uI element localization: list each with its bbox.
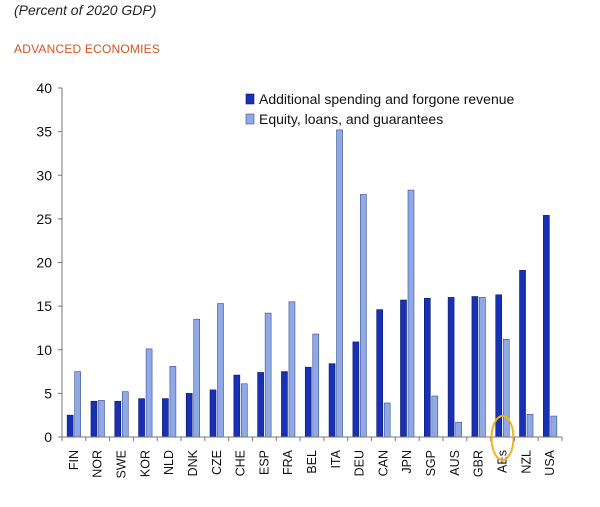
x-tick-label-nzl: NZL (519, 450, 533, 474)
y-tick-label: 25 (36, 211, 52, 227)
bar-cze-equity (217, 303, 224, 438)
x-tick-label-fra: FRA (281, 449, 295, 475)
bar-aus-equity (455, 421, 462, 438)
x-tick-label-cze: CZE (210, 450, 224, 475)
bar-swe-spending (114, 400, 122, 438)
bar-nld-equity (169, 366, 177, 438)
x-tick-label-nld: NLD (162, 450, 176, 475)
x-tick-label-usa: USA (543, 449, 557, 475)
legend-label-spending: Additional spending and forgone revenue (259, 91, 515, 107)
bar-jpn-equity (407, 189, 415, 438)
y-tick-label: 5 (44, 385, 52, 401)
bar-dnk-equity (193, 318, 201, 438)
bar-che-equity (241, 383, 248, 438)
bar-gbr-equity (479, 297, 486, 438)
x-tick-label-deu: DEU (353, 450, 367, 476)
bar-deu-equity (360, 194, 367, 438)
bar-fin-equity (74, 371, 81, 438)
bar-bel-spending (304, 366, 312, 438)
bar-nld-spending (162, 398, 169, 438)
y-tick-label: 15 (36, 298, 52, 314)
bar-fin-spending (66, 414, 74, 438)
x-tick-label-kor: KOR (138, 450, 152, 477)
bar-fra-spending (281, 371, 288, 438)
bar-usa-spending (543, 215, 550, 438)
bar-can-spending (376, 309, 383, 438)
y-tick-label: 40 (36, 80, 52, 96)
bar-usa-equity (550, 415, 558, 438)
bar-nor-equity (98, 400, 105, 438)
bar-esp-spending (257, 372, 264, 438)
x-tick-label-bel: BEL (305, 450, 319, 474)
x-tick-label-can: CAN (376, 450, 390, 476)
y-axis-ticks: 0 5 10 15 20 25 30 35 40 (36, 80, 62, 445)
x-tick-label-swe: SWE (115, 450, 129, 478)
legend-swatch-spending (245, 93, 255, 105)
y-tick-label: 10 (36, 342, 52, 358)
x-axis-ticks: FIN NOR SWE KOR NLD DNK CZE CHE ESP FRA BEL ITA DEU C… (61, 415, 563, 478)
bar-sgp-spending (423, 297, 431, 438)
bar-che-spending (233, 374, 241, 438)
bar-nor-spending (90, 400, 98, 438)
bar-kor-equity (145, 348, 153, 438)
bar-deu-spending (352, 341, 360, 438)
x-tick-label-esp: ESP (257, 450, 271, 475)
bar-sgp-equity (431, 395, 439, 438)
x-tick-label-dnk: DNK (186, 449, 200, 476)
bar-fra-equity (288, 301, 296, 438)
legend-label-equity: Equity, loans, and guarantees (259, 111, 443, 127)
bar-nzl-equity (526, 414, 534, 438)
bar-kor-spending (138, 398, 145, 438)
x-tick-label-sgp: SGP (424, 450, 438, 476)
x-tick-label-aes: AEs (495, 450, 509, 473)
bar-esp-equity (264, 312, 272, 438)
bar-can-equity (383, 402, 391, 438)
x-tick-label-aus: AUS (448, 450, 462, 476)
bar-ita-equity (336, 129, 343, 438)
bar-dnk-spending (185, 393, 193, 438)
bar-cze-spending (209, 389, 217, 438)
highlight-circle (490, 415, 515, 461)
bar-nzl-spending (519, 270, 526, 438)
chart-legend: Additional spending and forgone revenue … (245, 91, 515, 127)
y-tick-label: 35 (36, 124, 52, 140)
chart-subtitle: (Percent of 2020 GDP) (14, 2, 157, 18)
bar-aes-equity (502, 338, 510, 438)
bar-aus-spending (447, 297, 455, 438)
bar-bel-equity (312, 333, 320, 438)
x-tick-label-fin: FIN (67, 450, 81, 470)
x-tick-label-ita: ITA (329, 449, 343, 468)
x-tick-label-che: CHE (234, 450, 248, 476)
bar-jpn-spending (400, 299, 407, 438)
bar-gbr-spending (471, 296, 479, 438)
y-tick-label: 30 (36, 167, 52, 183)
legend-swatch-equity (245, 113, 255, 125)
x-tick-label-nor: NOR (91, 450, 105, 478)
section-label: ADVANCED ECONOMIES (14, 42, 161, 56)
x-tick-label-gbr: GBR (472, 450, 486, 477)
x-tick-label-jpn: JPN (400, 450, 414, 474)
chart-bars (66, 129, 558, 438)
bar-swe-equity (121, 391, 129, 438)
y-tick-label: 20 (36, 255, 52, 271)
y-tick-label: 0 (44, 429, 52, 445)
bar-ita-spending (328, 363, 336, 438)
